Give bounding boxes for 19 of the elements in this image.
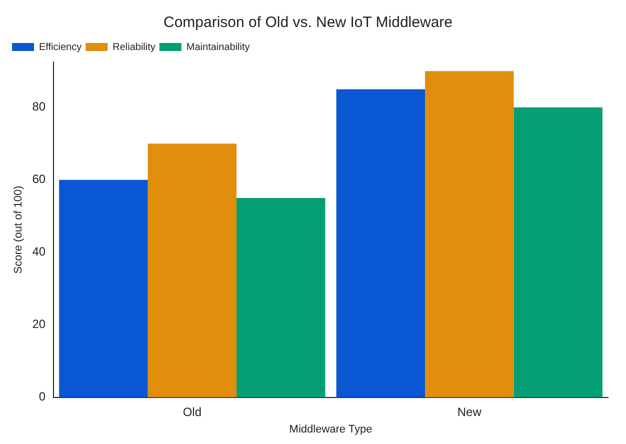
bar [425,71,514,398]
chart-title: Comparison of Old vs. New IoT Middleware [164,14,452,32]
y-tick-label: 40 [32,244,46,259]
x-tick-label: Old [182,404,202,419]
y-tick-label: 80 [32,100,46,114]
legend-label: Maintainability [186,42,250,53]
bar [236,198,326,398]
bar [514,107,602,398]
x-tick-label: New [457,404,482,419]
y-axis-title: Score (out of 100) [12,186,25,274]
y-tick-label: 20 [32,317,46,332]
y-tick-label: 60 [32,172,46,186]
bar [148,144,237,398]
bar [59,180,148,398]
legend-label: Efficiency [39,42,82,53]
y-tick-label: 0 [38,390,46,404]
x-axis-title: Middleware Type [289,423,372,436]
legend-label: Reliability [112,42,156,53]
bar [336,89,426,398]
